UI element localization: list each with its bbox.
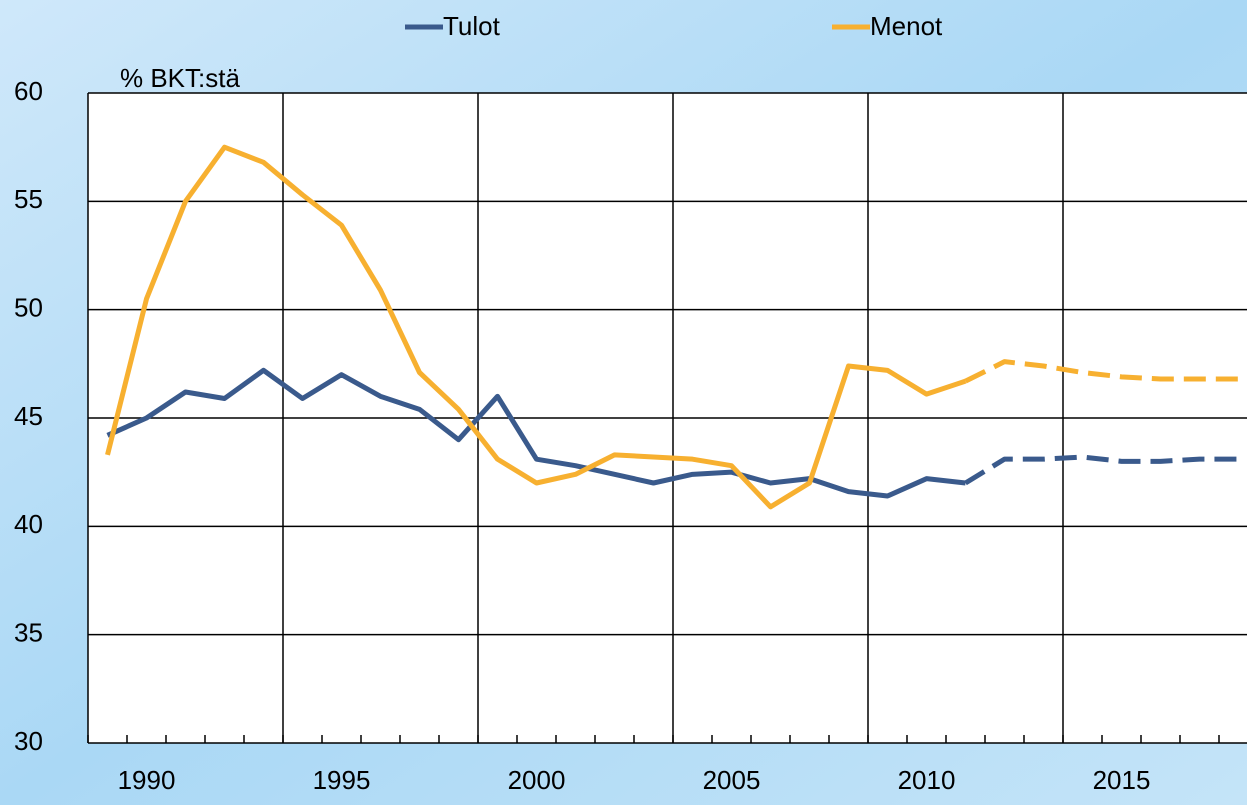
legend-label: Tulot xyxy=(443,11,501,41)
data-line xyxy=(105,144,967,510)
x-tick-label: 2015 xyxy=(1093,765,1151,795)
y-tick-label: 35 xyxy=(14,618,43,648)
forecast-line xyxy=(964,454,1239,486)
y-axis-label: % BKT:stä xyxy=(120,63,240,93)
x-tick-label: 1990 xyxy=(118,765,176,795)
legend-label: Menot xyxy=(870,11,943,41)
y-tick-label: 40 xyxy=(14,509,43,539)
forecast-line xyxy=(964,359,1239,384)
y-tick-label: 50 xyxy=(14,293,43,323)
y-tick-label: 55 xyxy=(14,184,43,214)
x-tick-label: 2010 xyxy=(898,765,956,795)
y-tick-label: 45 xyxy=(14,401,43,431)
x-tick-label: 2005 xyxy=(703,765,761,795)
x-tick-label: 2000 xyxy=(508,765,566,795)
y-tick-label: 30 xyxy=(14,726,43,756)
data-line xyxy=(106,367,966,499)
x-tick-label: 1995 xyxy=(313,765,371,795)
plot xyxy=(105,144,1239,510)
y-tick-label: 60 xyxy=(14,76,43,106)
